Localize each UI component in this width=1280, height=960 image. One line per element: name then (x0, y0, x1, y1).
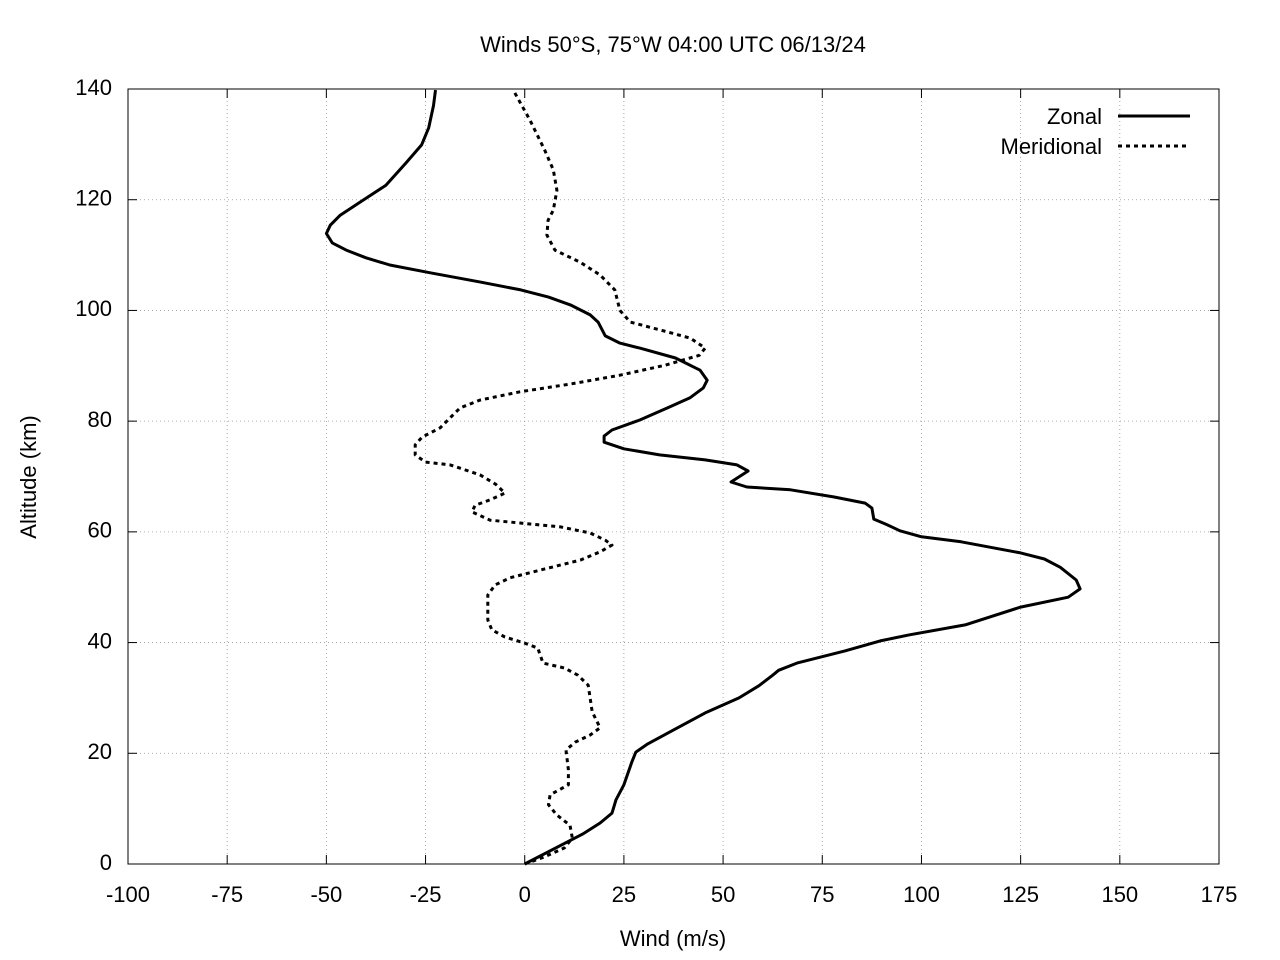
data-line (413, 92, 707, 866)
x-tick-label: 150 (1101, 882, 1138, 907)
x-tick-label: 175 (1201, 882, 1238, 907)
x-tick-label: 50 (711, 882, 735, 907)
y-tick-label: 100 (75, 296, 112, 321)
x-tick-label: 100 (903, 882, 940, 907)
y-tick-label: 20 (88, 739, 112, 764)
x-tick-label: -100 (106, 882, 150, 907)
x-tick-label: 25 (612, 882, 636, 907)
x-tick-label: 0 (519, 882, 531, 907)
x-tick-label: -25 (410, 882, 442, 907)
legend-label: Meridional (1001, 134, 1103, 159)
y-tick-label: 120 (75, 186, 112, 211)
y-tick-label: 140 (75, 75, 112, 100)
plot-frame (127, 88, 1220, 865)
y-axis-label: Altitude (km) (16, 415, 41, 538)
y-tick-label: 0 (100, 850, 112, 875)
x-axis-label: Wind (m/s) (620, 926, 726, 951)
x-tick-label: 75 (810, 882, 834, 907)
data-line (324, 89, 1082, 866)
legend-label: Zonal (1047, 104, 1102, 129)
x-tick-label: 125 (1002, 882, 1039, 907)
x-tick-label: -75 (211, 882, 243, 907)
y-tick-label: 60 (88, 518, 112, 543)
y-tick-label: 40 (88, 628, 112, 653)
y-tick-label: 80 (88, 407, 112, 432)
x-tick-label: -50 (310, 882, 342, 907)
chart-title: Winds 50°S, 75°W 04:00 UTC 06/13/24 (480, 32, 866, 57)
